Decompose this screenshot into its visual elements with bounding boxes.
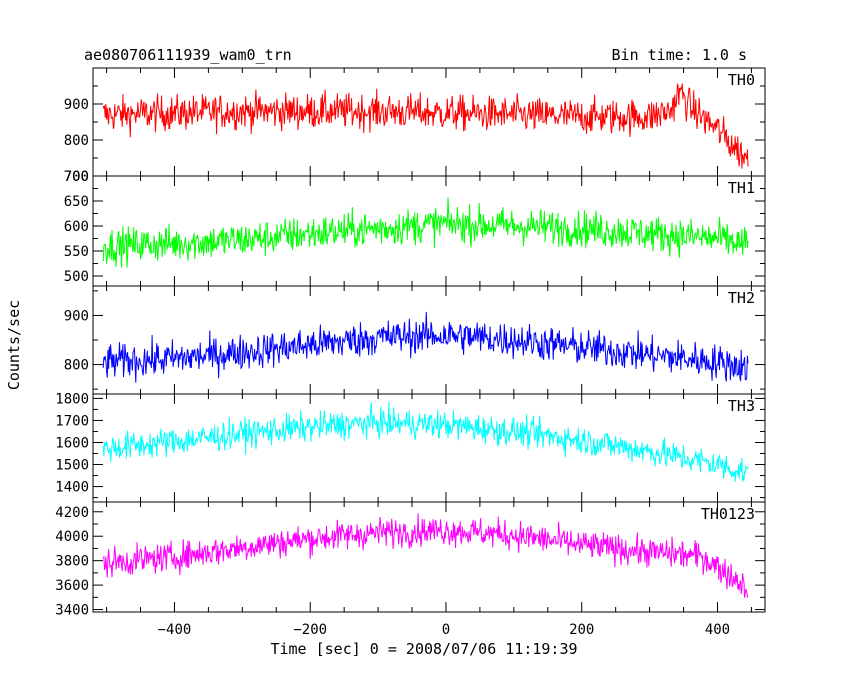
panel-frame	[92, 285, 766, 395]
panel-th0123: 3400 3600 3800 4000 4200 TH0123	[55, 501, 766, 619]
y-tick-label: 4000	[55, 529, 89, 545]
panel-label: TH2	[728, 289, 755, 307]
x-tick-label: −400	[158, 622, 192, 638]
y-tick-label: 900	[64, 97, 89, 113]
panel-th3: 1400 1500 1600 1700 1800 TH3	[55, 391, 766, 503]
y-tick-label: 900	[64, 308, 89, 324]
y-tick-label: 700	[64, 169, 89, 185]
panel-frame	[92, 67, 766, 177]
x-tick-label: 400	[705, 622, 730, 638]
y-tick-label: 1800	[55, 391, 89, 407]
panel-th1: 500 550 600 650 700 TH1	[64, 169, 766, 287]
panel-label: TH0	[728, 71, 755, 89]
y-tick-label: 1600	[55, 435, 89, 451]
y-tick-label: 1400	[55, 480, 89, 496]
y-tick-label: 1700	[55, 413, 89, 429]
y-tick-label: 550	[64, 244, 89, 260]
x-tick-label: 0	[442, 622, 450, 638]
series-line-th2	[102, 311, 749, 383]
y-tick-label: 700	[64, 169, 89, 185]
y-tick-label: 800	[64, 358, 89, 374]
series-line-th3	[102, 401, 749, 482]
panel-label: TH0123	[701, 505, 755, 523]
panel-th0: 700 800 900 TH0	[64, 67, 766, 185]
y-axis-label: Counts/sec	[5, 300, 23, 390]
series-line-th0	[102, 82, 749, 169]
series-line-th0123	[102, 513, 749, 599]
x-tick-label: 200	[569, 622, 594, 638]
panel-label: TH3	[728, 397, 755, 415]
panel-th2: 800 900 TH2	[64, 285, 766, 395]
y-tick-label: 3600	[55, 578, 89, 594]
x-axis-label: Time [sec] 0 = 2008/07/06 11:19:39	[270, 640, 577, 658]
x-tick-label: −200	[293, 622, 327, 638]
y-tick-label: 600	[64, 219, 89, 235]
y-tick-label: 1500	[55, 458, 89, 474]
panels-group: 700800900TH0500550600650700TH1800900TH21…	[55, 67, 766, 638]
y-tick-label: 3400	[55, 603, 89, 619]
y-tick-label: 650	[64, 194, 89, 210]
panel-frame	[92, 501, 766, 613]
y-tick-label: 3800	[55, 554, 89, 570]
y-tick-label: 500	[64, 269, 89, 285]
bin-time-label: Bin time: 1.0 s	[612, 46, 747, 64]
series-line-th1	[102, 197, 749, 268]
panel-label: TH1	[728, 179, 755, 197]
chart-title: ae080706111939_wam0_trn	[84, 46, 292, 64]
y-tick-label: 800	[64, 133, 89, 149]
y-tick-label: 4200	[55, 505, 89, 521]
